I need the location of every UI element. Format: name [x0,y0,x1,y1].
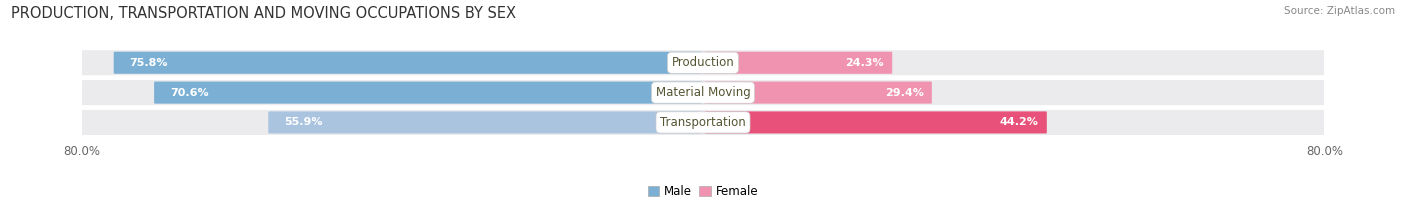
FancyBboxPatch shape [114,52,702,74]
FancyBboxPatch shape [155,82,702,104]
Text: 44.2%: 44.2% [1000,117,1039,127]
FancyBboxPatch shape [82,80,1324,105]
Text: Source: ZipAtlas.com: Source: ZipAtlas.com [1284,6,1395,16]
Text: 70.6%: 70.6% [170,88,208,98]
Text: Transportation: Transportation [661,116,745,129]
Text: Production: Production [672,56,734,69]
Text: 24.3%: 24.3% [845,58,884,68]
Text: PRODUCTION, TRANSPORTATION AND MOVING OCCUPATIONS BY SEX: PRODUCTION, TRANSPORTATION AND MOVING OC… [11,6,516,21]
Legend: Male, Female: Male, Female [643,180,763,197]
FancyBboxPatch shape [704,82,932,104]
Text: 29.4%: 29.4% [884,88,924,98]
FancyBboxPatch shape [269,111,702,134]
Text: 55.9%: 55.9% [284,117,323,127]
Text: 75.8%: 75.8% [129,58,169,68]
Text: Material Moving: Material Moving [655,86,751,99]
FancyBboxPatch shape [704,52,893,74]
FancyBboxPatch shape [82,50,1324,75]
FancyBboxPatch shape [704,111,1047,134]
FancyBboxPatch shape [82,110,1324,135]
